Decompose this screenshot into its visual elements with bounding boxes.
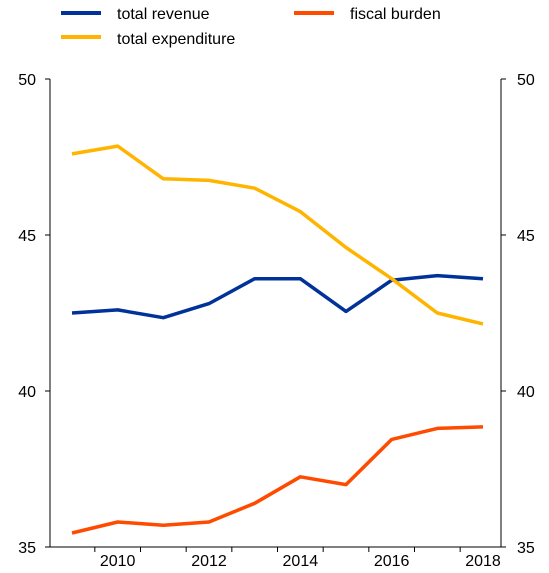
y-axis-left: 50 45 40 35 [18, 72, 50, 557]
y-tick-label-left: 35 [18, 540, 36, 557]
x-tick-label: 2010 [100, 553, 136, 570]
legend: total revenue fiscal burden total expend… [61, 6, 441, 48]
legend-label-total-revenue: total revenue [117, 6, 210, 23]
plot-area [71, 144, 484, 535]
y-tick-label-right: 45 [517, 228, 535, 245]
x-tick-label: 2014 [283, 553, 319, 570]
y-tick-label-right: 40 [517, 384, 535, 401]
y-axis-right: 50 45 40 35 [501, 72, 535, 557]
legend-item-total-revenue: total revenue [61, 6, 210, 23]
x-tick-label: 2018 [465, 553, 501, 570]
series-line-total-revenue [71, 273, 484, 320]
y-tick-label-left: 40 [18, 384, 36, 401]
y-tick-label-right: 35 [517, 540, 535, 557]
y-tick-label-right: 50 [517, 72, 535, 89]
series-line-fiscal-burden [71, 425, 484, 535]
x-axis: 2010 2012 2014 2016 2018 [94, 547, 501, 570]
x-tick-label: 2016 [374, 553, 410, 570]
x-tick-label: 2012 [191, 553, 227, 570]
legend-item-total-expenditure: total expenditure [61, 31, 235, 48]
y-tick-label-left: 50 [18, 72, 36, 89]
legend-item-fiscal-burden: fiscal burden [294, 6, 441, 23]
y-tick-label-left: 45 [18, 228, 36, 245]
legend-label-total-expenditure: total expenditure [117, 31, 235, 48]
legend-label-fiscal-burden: fiscal burden [350, 6, 441, 23]
series-line-total-expenditure [71, 144, 484, 326]
